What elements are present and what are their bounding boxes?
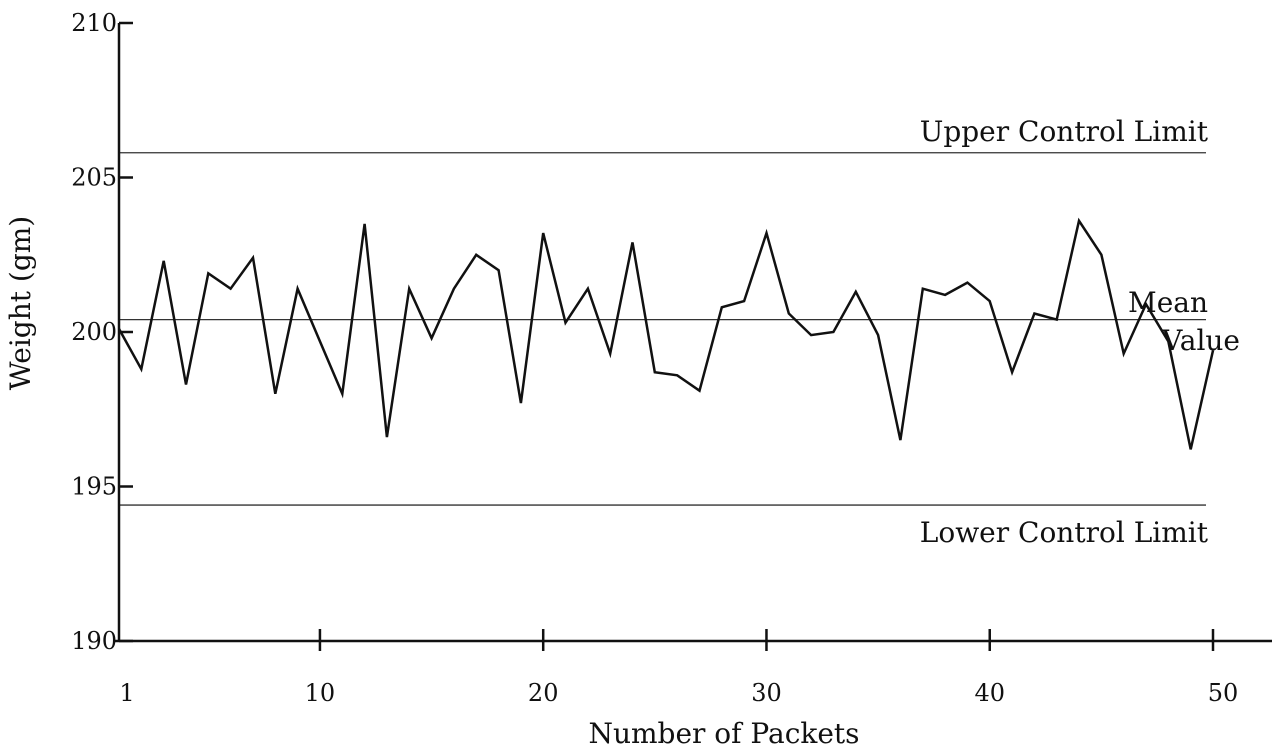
y-axis-title: Weight (gm) (4, 216, 37, 390)
x-tick-label: 40 (974, 679, 1005, 707)
upper-control-limit-label: Upper Control Limit (920, 115, 1209, 148)
y-tick-label: 205 (71, 164, 117, 192)
x-tick-label: 20 (528, 679, 559, 707)
x-tick-label: 1 (119, 679, 134, 707)
x-tick-label: 50 (1208, 679, 1239, 707)
x-axis-title: Number of Packets (588, 717, 859, 749)
mean-value-label-line2: Value (1161, 324, 1240, 357)
mean-value-label-line1: Mean (1128, 286, 1208, 319)
x-tick-label: 10 (305, 679, 336, 707)
y-tick-label: 200 (71, 318, 117, 346)
lower-control-limit-label: Lower Control Limit (920, 516, 1209, 549)
y-tick-label: 195 (71, 473, 117, 501)
y-tick-label: 190 (71, 627, 117, 655)
reference-lines (119, 152, 1206, 506)
y-tick-label: 210 (71, 9, 117, 37)
ticks (119, 21, 1215, 651)
series-line (117, 217, 1215, 450)
tick-labels: 190 195 200 205 210 1 10 20 30 40 50 (71, 9, 1238, 707)
x-tick-label: 30 (751, 679, 782, 707)
